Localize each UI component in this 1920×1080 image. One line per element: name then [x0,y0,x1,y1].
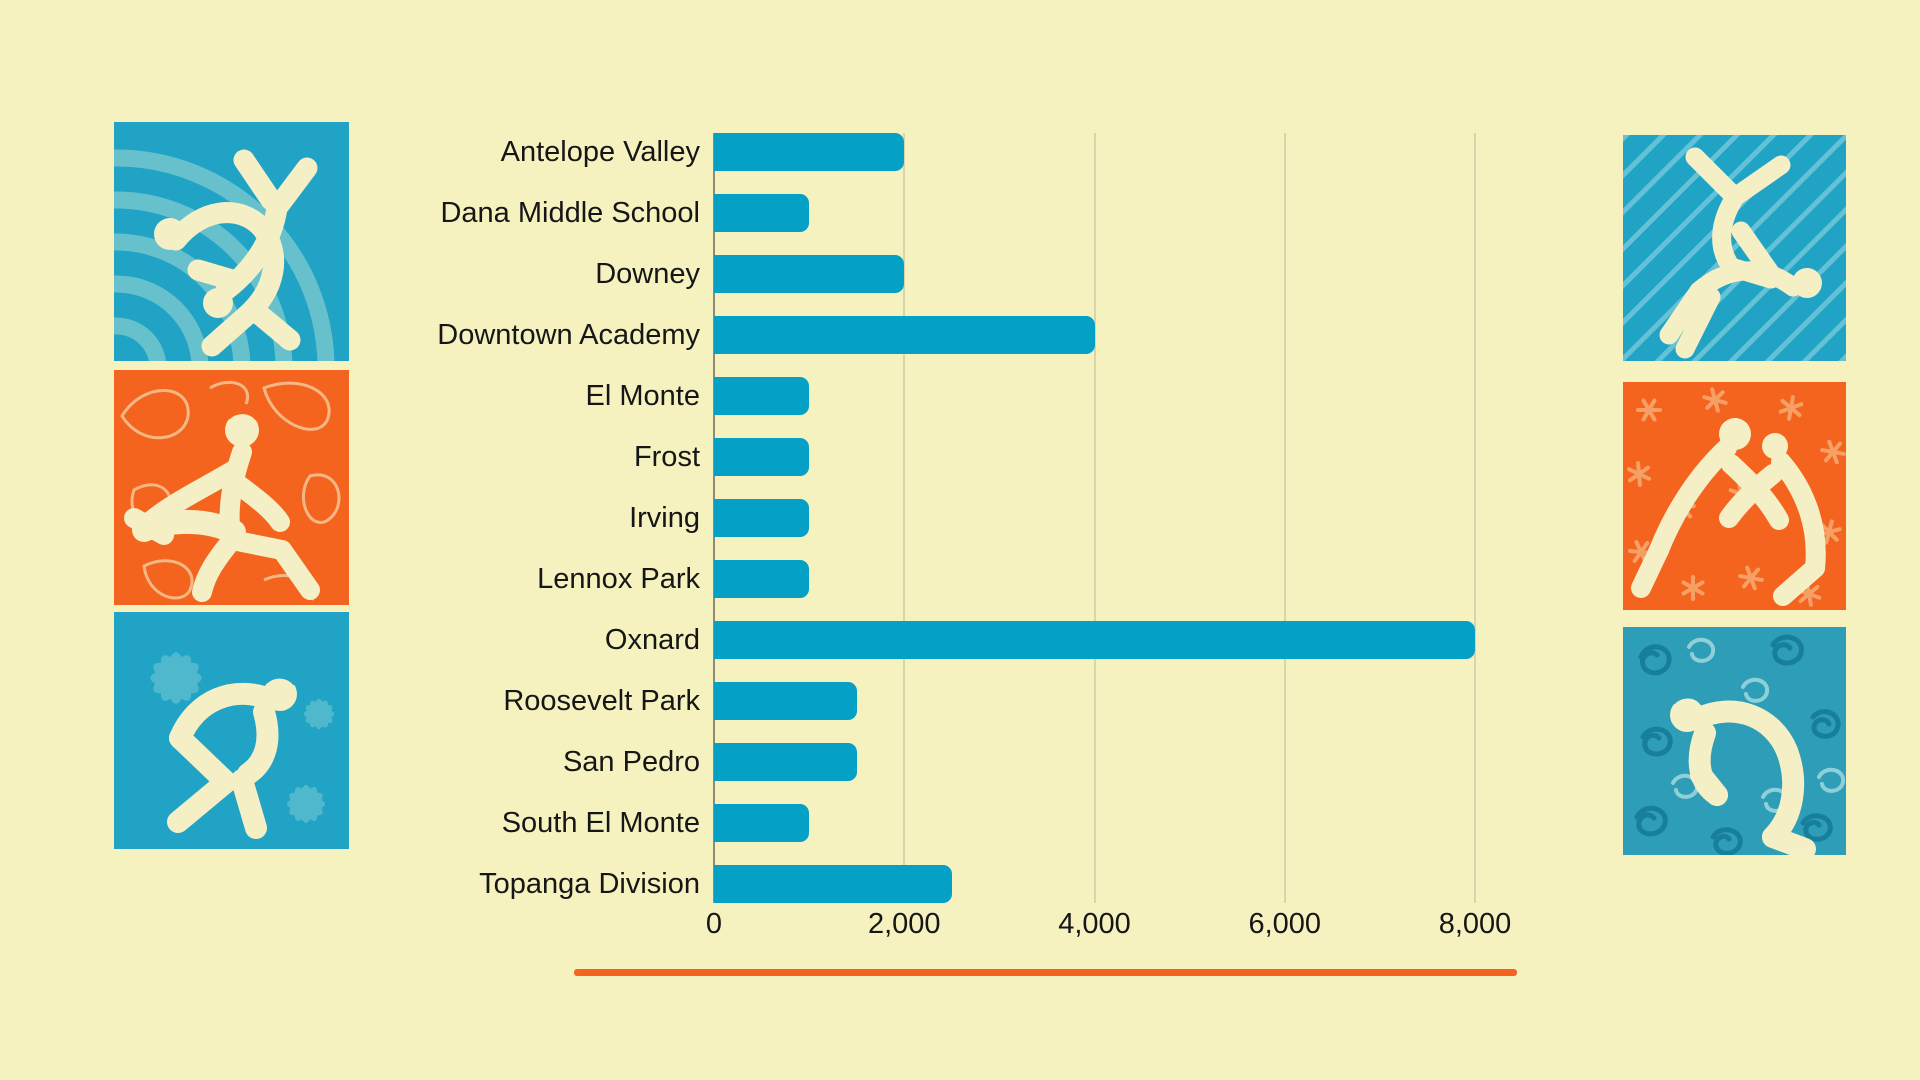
bar [714,560,810,598]
category-label: Roosevelt Park [503,685,700,717]
bar [714,316,1095,354]
category-label: Oxnard [604,624,700,656]
bar [714,682,857,720]
category-label: Lennox Park [537,563,700,595]
wrestler-figure [1686,700,1816,855]
flowers-motif [150,652,335,823]
wrestler-figures [1631,438,1826,606]
x-tick-label: 8,000 [1438,908,1512,940]
category-label: Downtown Academy [437,319,700,351]
wrestler-figure [167,682,283,839]
wrestler-figures [1659,147,1803,359]
wrestler-head [154,218,186,250]
wrestler-head [1670,698,1704,732]
orange-divider-line [574,969,1517,976]
x-tick-label: 0 [705,908,723,940]
bar [714,804,810,842]
gridline [1474,133,1476,903]
bar [714,499,810,537]
wrestler-figures [165,149,318,357]
category-label: Downey [595,258,700,290]
category-label: Irving [629,502,700,534]
category-label: San Pedro [562,746,700,778]
category-label: South El Monte [501,807,700,839]
gridline [1283,133,1286,903]
category-label: Dana Middle School [440,197,700,229]
crouching-wrestler-spirals-illustration [1623,627,1846,855]
wrestler-head [1719,418,1751,450]
x-tick-label: 6,000 [1248,908,1322,940]
wrestler-figures [124,442,320,602]
bar [714,255,905,293]
wrestlers-takedown-orange-illustration [114,370,349,605]
bar [714,133,905,171]
bar [714,438,810,476]
headgear-strap [1671,694,1703,705]
category-label: Topanga Division [479,868,700,900]
crouching-wrestler-flowers-illustration [114,612,349,849]
bar [714,194,810,232]
category-label: Antelope Valley [500,136,700,168]
gridline [903,133,906,903]
bar [714,865,952,903]
x-tick-label: 4,000 [1058,908,1131,940]
bar [714,377,810,415]
wrestler-head [225,413,259,447]
concentric-arcs-motif [114,149,335,361]
wrestlers-pin-stripes-illustration [1623,135,1846,361]
gridline [1093,133,1096,903]
x-tick-label: 2,000 [867,908,941,940]
wrestler-head [263,677,297,711]
category-label: Frost [633,441,700,473]
diagonal-stripes-motif [1623,135,1846,361]
headgear-strap [264,674,297,686]
wrestler-head [203,288,233,318]
category-label: El Monte [585,380,700,412]
wrestler-head [1792,268,1822,298]
wrestler-head [1762,433,1788,459]
bar [714,743,857,781]
wrestlers-suplex-illustration [114,122,349,361]
bar [714,621,1475,659]
wrestlers-lockup-orange-illustration [1623,382,1846,610]
spiral-squiggles-motif [1634,634,1846,855]
headgear-strap [226,410,259,421]
